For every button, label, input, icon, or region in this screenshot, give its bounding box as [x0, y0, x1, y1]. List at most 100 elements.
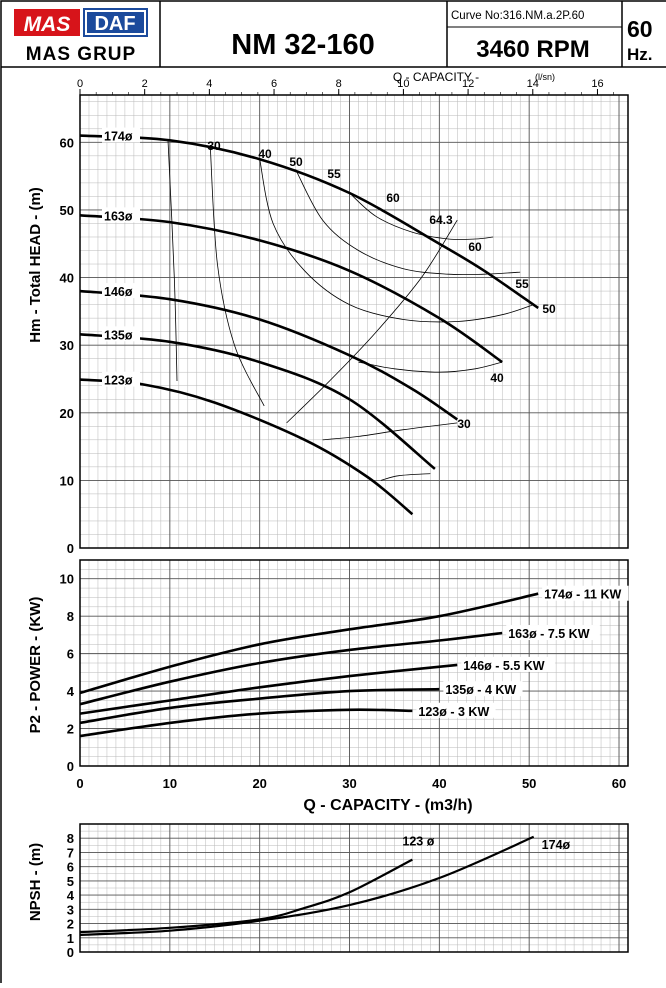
head-curve [79, 289, 459, 421]
mas-logo: MAS [14, 9, 80, 36]
series-label-bg [102, 207, 140, 223]
x-tick-label: 10 [163, 776, 177, 791]
efficiency-label: 55 [327, 167, 341, 181]
efficiency-label: 60 [468, 240, 482, 254]
daf-logo: DAF [83, 8, 148, 37]
power-axis-title: P2 - POWER - (KW) [27, 597, 44, 734]
series-label-bg [102, 283, 140, 299]
efficiency-label: 50 [542, 302, 556, 316]
brand-daf: DAF [94, 13, 135, 35]
series-label-bg [416, 702, 496, 718]
series-label-bg [102, 127, 140, 143]
efficiency-curve [259, 159, 534, 323]
efficiency-label: 30 [457, 417, 471, 431]
top-axis-tick-label: 0 [77, 78, 83, 90]
npsh-axis-title: NPSH - (m) [27, 843, 44, 921]
efficiency-label: 55 [515, 277, 529, 291]
frequency-value: 60 [627, 16, 653, 42]
top-axis-tick-label: 12 [462, 78, 474, 90]
power-y-tick-label: 2 [67, 722, 74, 737]
power-series-label: 163ø - 7.5 KW [508, 627, 589, 641]
npsh-y-tick-label: 1 [67, 931, 74, 946]
npsh-y-tick-label: 8 [67, 831, 74, 846]
best-efficiency-line [286, 219, 458, 424]
top-axis-tick-label: 16 [591, 78, 603, 90]
efficiency-curve [322, 422, 458, 441]
top-axis-tick-label: 14 [527, 78, 539, 90]
npsh-y-tick-label: 2 [67, 917, 74, 932]
npsh-curve [79, 858, 413, 934]
head-y-tick-label: 0 [67, 541, 74, 556]
head-series-label: 135ø [104, 328, 133, 342]
power-series-label: 146ø - 5.5 KW [463, 659, 544, 673]
plot-frame [79, 823, 629, 953]
npsh-series-label: 123 ø [402, 835, 434, 849]
head-y-tick-label: 10 [60, 473, 74, 488]
x-tick-label: 40 [432, 776, 446, 791]
head-y-tick-label: 30 [60, 338, 74, 353]
efficiency-label: 50 [289, 155, 303, 169]
head-y-tick-label: 60 [60, 135, 74, 150]
power-y-tick-label: 4 [67, 684, 75, 699]
power-curve [79, 592, 539, 695]
series-label-bg [461, 656, 555, 672]
power-series-label: 123ø - 3 KW [418, 705, 489, 719]
efficiency-label: 40 [490, 371, 504, 385]
model-title: NM 32-160 [231, 29, 374, 61]
series-label-bg [102, 371, 140, 387]
npsh-y-tick-label: 3 [67, 902, 74, 917]
top-axis-tick-label: 2 [142, 78, 148, 90]
curve-number: Curve No:316.NM.a.2P.60 [451, 10, 584, 22]
npsh-series-label: 174ø [542, 838, 571, 852]
x-tick-label: 0 [76, 776, 83, 791]
bottom-axis-title: Q - CAPACITY - (m3/h) [303, 797, 472, 814]
power-y-tick-label: 6 [67, 647, 74, 662]
top-axis-unit: (l/sn) [535, 72, 555, 82]
efficiency-label: 64.3 [429, 213, 453, 227]
top-axis-tick-label: 8 [336, 78, 342, 90]
npsh-y-tick-label: 4 [67, 888, 75, 903]
head-series-label: 174ø [104, 130, 133, 144]
head-curve [79, 333, 436, 470]
efficiency-curve [358, 361, 503, 373]
npsh-y-tick-label: 0 [67, 945, 74, 960]
frequency-unit: Hz. [627, 45, 653, 64]
npsh-y-tick-label: 5 [67, 874, 74, 889]
efficiency-label: 60 [386, 191, 400, 205]
efficiency-curve [349, 192, 494, 240]
power-series-label: 174ø - 11 KW [544, 588, 621, 602]
header: MAS DAF MAS GRUP NM 32-160 Curve No:316.… [1, 1, 666, 68]
head-y-tick-label: 50 [60, 203, 74, 218]
plot-frame [79, 94, 629, 549]
head-y-tick-label: 20 [60, 406, 74, 421]
power-y-tick-label: 8 [67, 609, 74, 624]
npsh-curve [79, 835, 535, 936]
power-curve [79, 631, 503, 706]
series-label-bg [443, 681, 523, 697]
brand-mas: MAS [24, 13, 71, 36]
top-axis-tick-label: 4 [206, 78, 212, 90]
efficiency-curve [167, 140, 178, 382]
top-axis-tick-label: 10 [397, 78, 409, 90]
series-label-bg [506, 625, 600, 641]
x-tick-label: 30 [342, 776, 356, 791]
head-curve [79, 378, 414, 516]
brand-group: MAS GRUP [26, 44, 136, 65]
head-curve [79, 134, 539, 310]
power-y-tick-label: 10 [60, 572, 74, 587]
rpm-label: 3460 RPM [476, 36, 589, 63]
x-tick-label: 50 [522, 776, 536, 791]
power-curve [79, 708, 413, 738]
top-axis-tick-label: 6 [271, 78, 277, 90]
efficiency-label: 40 [258, 147, 272, 161]
power-curve [79, 663, 458, 715]
x-tick-label: 60 [612, 776, 626, 791]
efficiency-label: 30 [207, 139, 221, 153]
head-series-label: 163ø [104, 209, 133, 223]
efficiency-curve [380, 473, 431, 481]
efficiency-curve [209, 147, 265, 407]
plot-frame [79, 559, 629, 767]
